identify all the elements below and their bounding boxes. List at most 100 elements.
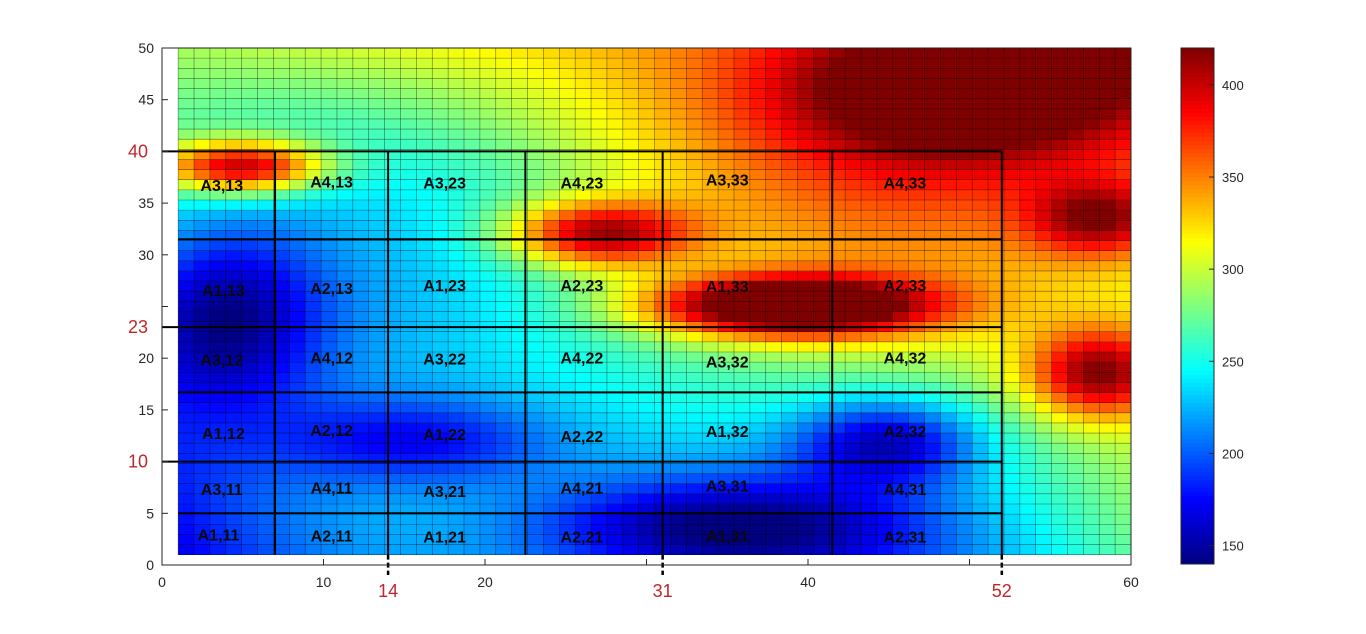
heat-cell bbox=[924, 58, 941, 69]
heat-cell bbox=[416, 108, 433, 120]
heat-cell bbox=[1003, 524, 1021, 535]
heat-cell bbox=[559, 199, 576, 211]
heat-cell bbox=[241, 189, 258, 201]
heat-cell bbox=[876, 149, 894, 160]
heat-cell bbox=[718, 331, 735, 343]
heat-cell bbox=[257, 68, 274, 79]
heat-cell bbox=[861, 270, 878, 282]
heat-cell bbox=[1035, 129, 1052, 140]
heat-cell bbox=[781, 443, 798, 454]
heat-cell bbox=[257, 149, 274, 160]
heat-cell bbox=[622, 129, 639, 140]
heat-cell bbox=[495, 58, 512, 69]
heat-cell bbox=[368, 270, 385, 282]
heat-cell bbox=[178, 230, 195, 241]
heat-cell bbox=[273, 524, 290, 535]
heat-cell bbox=[606, 230, 624, 241]
heat-cell bbox=[670, 250, 687, 262]
heat-cell bbox=[1067, 58, 1084, 69]
heat-cell bbox=[718, 372, 735, 383]
heat-cell bbox=[1099, 98, 1116, 110]
heat-cell bbox=[845, 240, 862, 251]
heat-cell bbox=[384, 220, 401, 231]
heat-cell bbox=[686, 88, 703, 99]
heat-cell bbox=[448, 412, 465, 424]
heat-cell bbox=[749, 210, 767, 221]
heat-cell bbox=[1051, 159, 1068, 170]
heat-cell bbox=[194, 108, 211, 120]
heat-cell bbox=[241, 78, 258, 89]
heat-cell bbox=[749, 372, 767, 383]
heat-cell bbox=[432, 473, 449, 485]
heat-cell bbox=[924, 493, 941, 505]
heat-cell bbox=[972, 48, 989, 59]
heat-cell bbox=[178, 422, 195, 434]
heat-cell bbox=[1115, 230, 1132, 241]
heat-cell bbox=[638, 534, 655, 545]
heat-cell bbox=[638, 362, 655, 373]
heat-cell bbox=[781, 210, 798, 221]
heat-cell bbox=[321, 473, 338, 485]
heat-cell bbox=[416, 270, 433, 282]
colorbar-segment bbox=[1181, 435, 1214, 440]
heat-cell bbox=[1067, 473, 1084, 485]
heat-cell bbox=[495, 220, 512, 231]
heat-cell bbox=[384, 230, 401, 241]
heat-cell bbox=[956, 433, 973, 444]
heat-cell bbox=[829, 199, 846, 211]
heat-cell bbox=[289, 210, 306, 221]
heat-cell bbox=[336, 118, 354, 130]
heat-cell bbox=[368, 524, 385, 535]
heat-cell bbox=[686, 199, 703, 211]
heat-cell bbox=[368, 473, 385, 485]
heat-cell bbox=[305, 402, 322, 414]
heat-cell bbox=[1099, 129, 1116, 140]
heat-cell bbox=[908, 129, 925, 140]
heat-cell bbox=[321, 331, 338, 343]
heat-cell bbox=[797, 220, 814, 231]
heat-cell bbox=[1067, 362, 1084, 373]
heat-cell bbox=[702, 250, 719, 262]
heat-cell bbox=[1083, 392, 1100, 403]
heat-cell bbox=[718, 291, 735, 302]
heat-cell bbox=[797, 260, 814, 272]
heat-cell bbox=[861, 443, 878, 454]
heat-cell bbox=[321, 230, 338, 241]
heat-cell bbox=[352, 230, 370, 241]
heat-cell bbox=[892, 139, 909, 150]
heat-cell bbox=[209, 240, 227, 251]
heat-cell bbox=[686, 179, 703, 191]
heat-cell bbox=[638, 311, 655, 322]
heat-cell bbox=[638, 98, 655, 110]
heat-cell bbox=[956, 291, 973, 302]
heat-cell bbox=[1083, 118, 1100, 130]
heat-cell bbox=[797, 524, 814, 535]
heat-cell bbox=[289, 422, 306, 434]
heat-cell bbox=[225, 139, 242, 150]
colorbar-segment bbox=[1181, 398, 1214, 404]
heat-cell bbox=[718, 402, 735, 414]
heat-cell bbox=[194, 199, 211, 211]
heat-cell bbox=[686, 534, 703, 545]
heat-cell bbox=[400, 483, 417, 495]
heat-cell bbox=[273, 503, 290, 515]
heat-cell bbox=[495, 260, 512, 272]
heat-cell bbox=[273, 453, 290, 464]
heat-cell bbox=[1019, 534, 1037, 545]
region-label: A3,22 bbox=[423, 351, 466, 368]
heat-cell bbox=[797, 402, 814, 414]
heat-cell bbox=[1067, 372, 1084, 383]
heat-cell bbox=[575, 210, 592, 221]
heat-cell bbox=[543, 48, 560, 59]
heat-cell bbox=[1067, 220, 1084, 231]
heat-cell bbox=[988, 544, 1005, 555]
heat-cell bbox=[781, 98, 798, 110]
heat-cell bbox=[1083, 58, 1100, 69]
heat-cell bbox=[194, 189, 211, 201]
heat-cell bbox=[575, 422, 592, 434]
heat-cell bbox=[702, 412, 719, 424]
heat-cell bbox=[845, 483, 862, 495]
heat-cell bbox=[1115, 78, 1132, 89]
heat-cell bbox=[686, 463, 703, 474]
heat-cell bbox=[432, 412, 449, 424]
